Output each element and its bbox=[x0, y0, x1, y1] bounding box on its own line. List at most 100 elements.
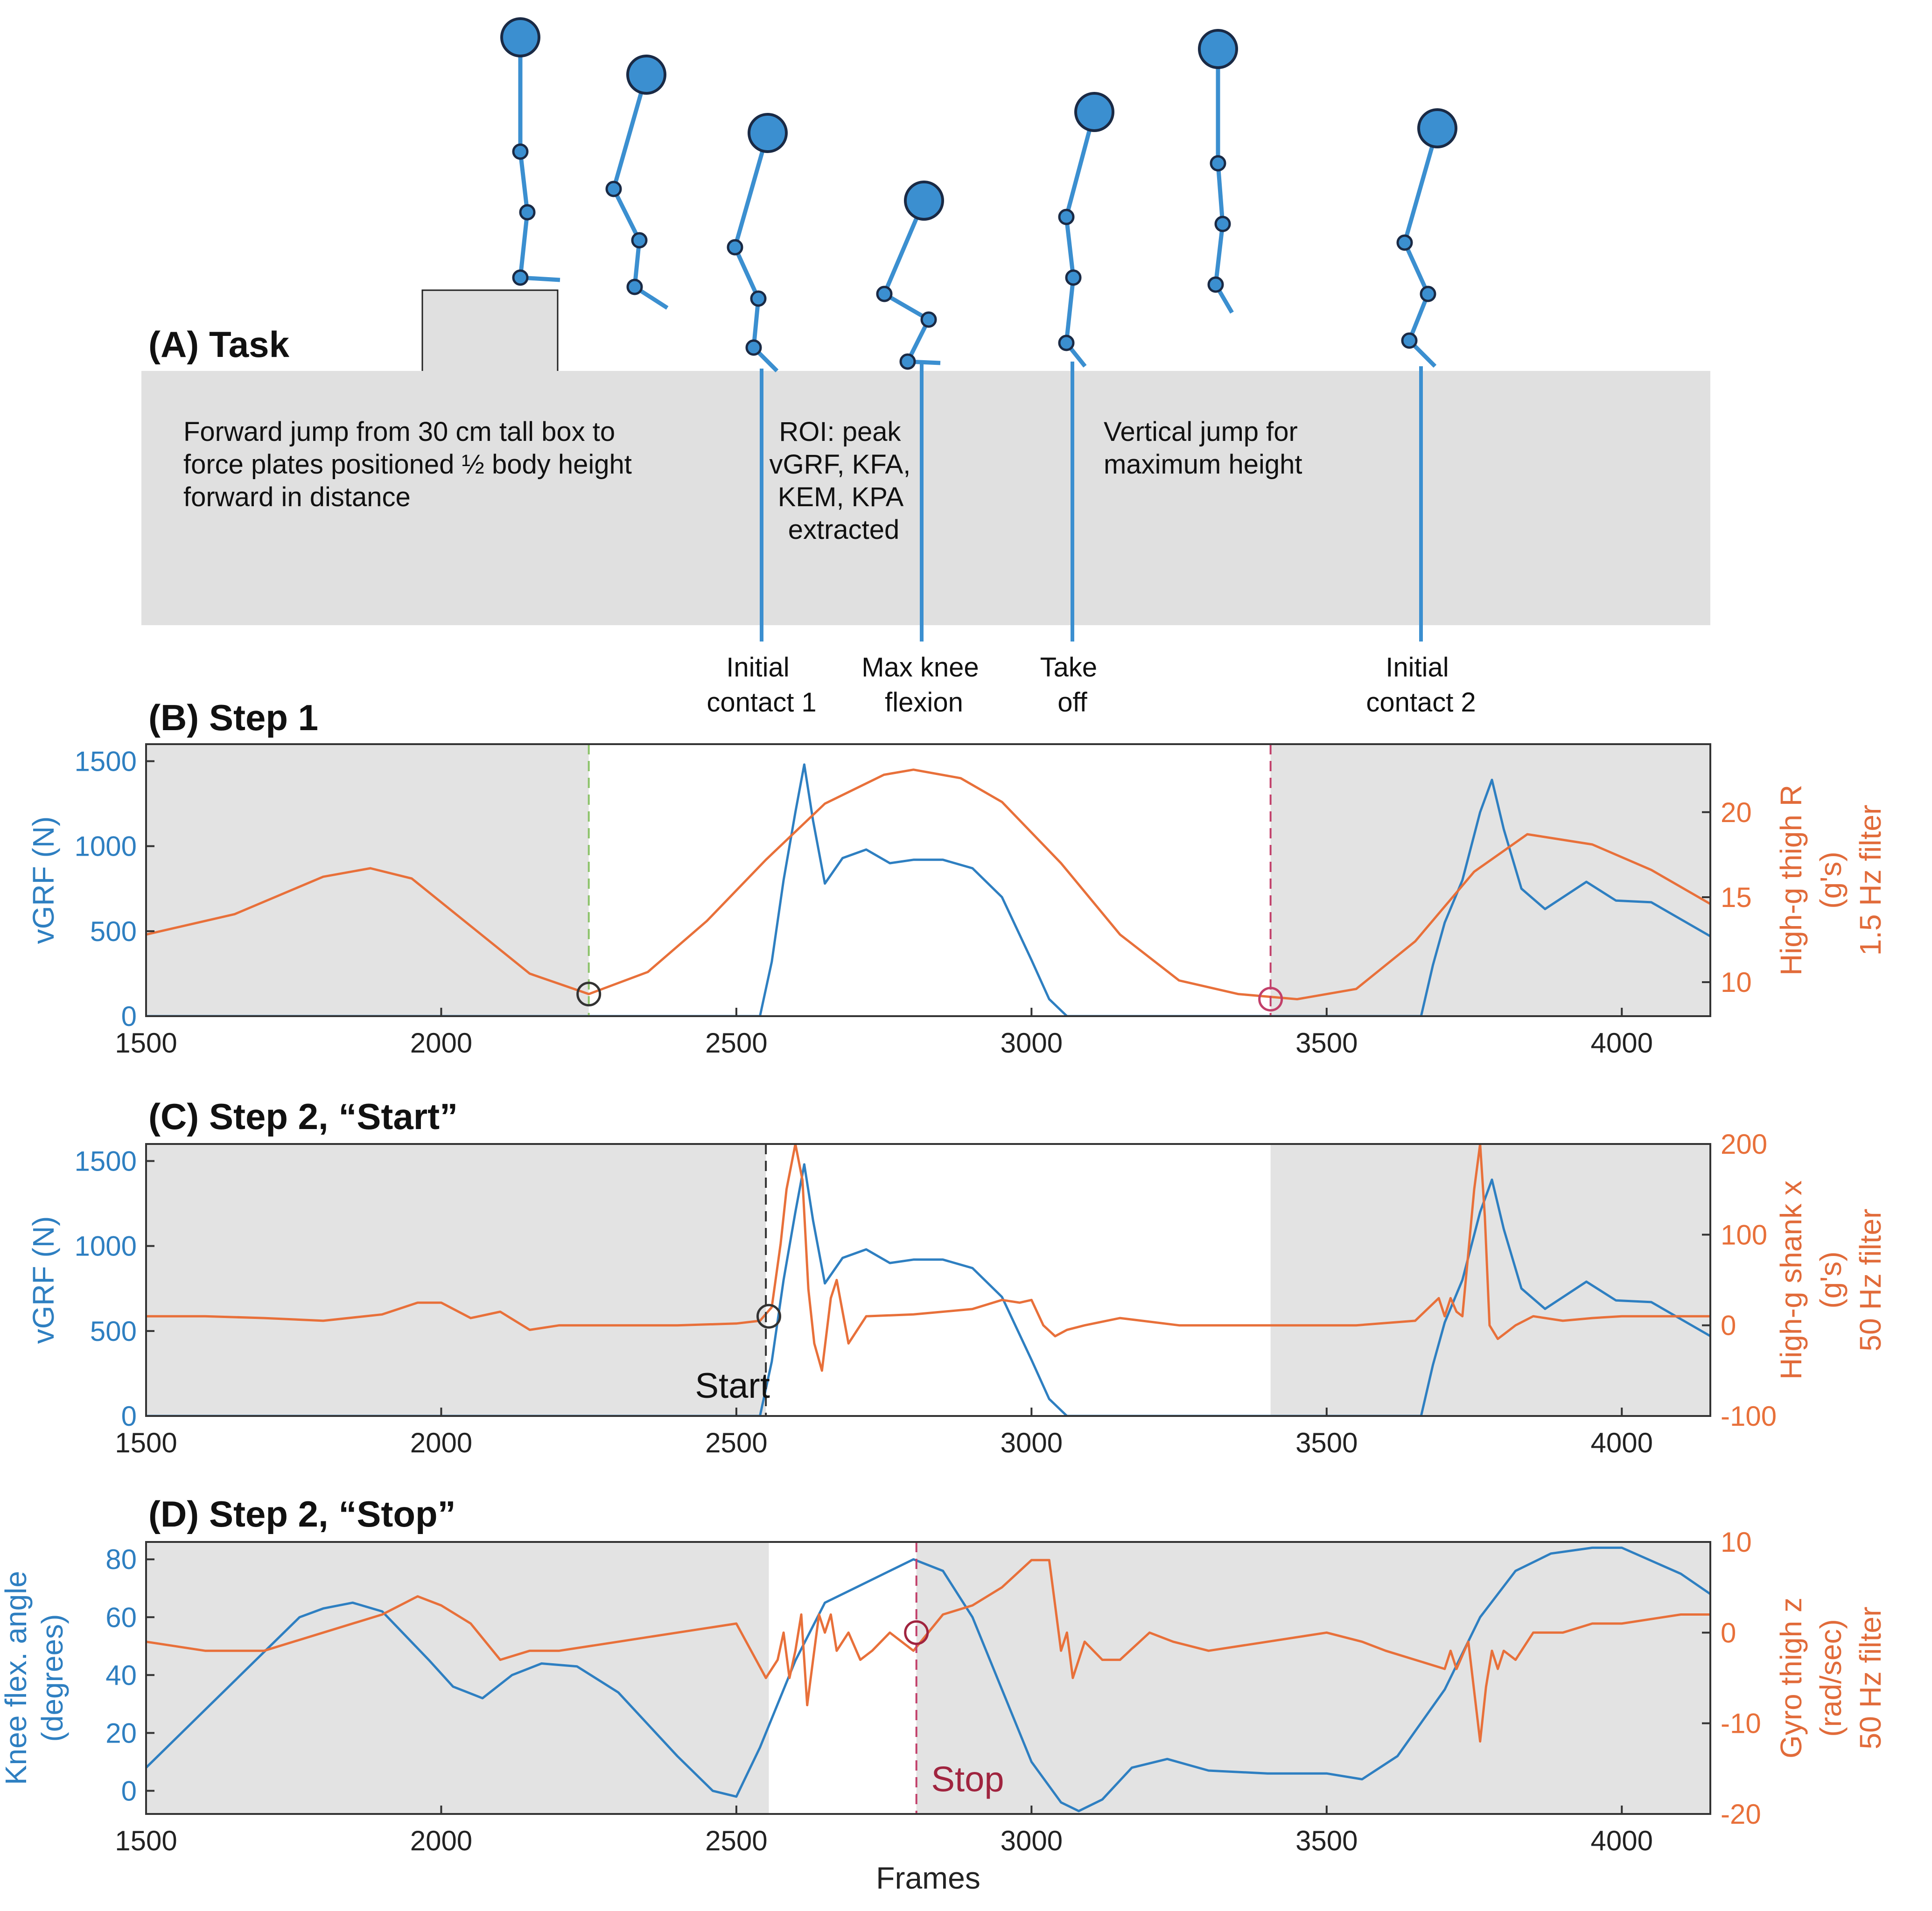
event-label-initial-contact-1: Initial contact 1 bbox=[707, 652, 816, 718]
event-label-take-off: Take off bbox=[1040, 652, 1105, 718]
stick-figure-5 bbox=[1058, 92, 1114, 368]
y-right-tick-label: -100 bbox=[1721, 1401, 1777, 1432]
x-tick-label: 2500 bbox=[705, 1427, 767, 1458]
x-tick-label: 3000 bbox=[1001, 1427, 1063, 1458]
y-left-tick-label: 1000 bbox=[75, 1231, 137, 1262]
task-right-text: Vertical jump for maximum height bbox=[1104, 417, 1305, 480]
y-right-tick-label: 200 bbox=[1721, 1129, 1767, 1160]
x-tick-label: 3500 bbox=[1295, 1427, 1358, 1458]
y-right-label: 50 Hz filter bbox=[1854, 1607, 1887, 1750]
panel-c-title: (C) Step 2, “Start” bbox=[148, 1096, 458, 1137]
y-right-tick-label: 0 bbox=[1721, 1617, 1736, 1648]
y-left-label: Knee flex. angle bbox=[0, 1571, 33, 1785]
panel-c: (C) Step 2, “Start” 1500 2000 2500 3000 3500… bbox=[27, 1096, 1887, 1458]
y-right-tick-label: 0 bbox=[1721, 1310, 1736, 1341]
shaded-region bbox=[146, 1144, 766, 1416]
y-right-label: (g's) bbox=[1814, 1251, 1848, 1308]
x-tick-label: 2000 bbox=[410, 1027, 472, 1059]
stick-figure-7 bbox=[1396, 108, 1457, 368]
y-right-tick-label: 20 bbox=[1721, 797, 1752, 828]
series-line-right bbox=[146, 1559, 1710, 1743]
stick-figure-3 bbox=[727, 113, 788, 373]
y-right-tick-label: 10 bbox=[1721, 967, 1752, 998]
x-tick-label: 2000 bbox=[410, 1825, 472, 1856]
event-marker bbox=[904, 1620, 929, 1645]
y-left-tick-label: 500 bbox=[90, 1316, 137, 1347]
y-left-tick-label: 60 bbox=[105, 1602, 137, 1633]
y-left-label: (degrees) bbox=[35, 1614, 69, 1742]
event-marker bbox=[756, 1304, 781, 1329]
y-left-tick-label: 20 bbox=[105, 1717, 137, 1749]
x-tick-label: 2500 bbox=[705, 1027, 767, 1059]
stick-figure-6 bbox=[1198, 29, 1238, 314]
y-right-label: (rad/sec) bbox=[1814, 1619, 1848, 1737]
y-right-label: Gyro thigh z bbox=[1774, 1597, 1808, 1758]
x-tick-label: 1500 bbox=[115, 1427, 177, 1458]
x-tick-label: 2000 bbox=[410, 1427, 472, 1458]
shaded-region bbox=[916, 1542, 1710, 1814]
stick-figure-1 bbox=[500, 17, 560, 286]
y-left-tick-label: 0 bbox=[121, 1775, 137, 1806]
panel-d-title: (D) Step 2, “Stop” bbox=[148, 1493, 456, 1534]
task-roi-text: ROI: peak vGRF, KFA, KEM, KPA extracted bbox=[769, 417, 918, 545]
shaded-region bbox=[146, 744, 589, 1016]
y-left-tick-label: 0 bbox=[121, 1401, 137, 1432]
axes-frame bbox=[145, 743, 1711, 1017]
annotation: Stop bbox=[931, 1759, 1004, 1799]
y-right-label: High-g thigh R bbox=[1774, 785, 1808, 976]
y-right-tick-label: 10 bbox=[1721, 1527, 1752, 1558]
y-right-tick-label: 15 bbox=[1721, 882, 1752, 913]
event-label-max-knee-flexion: Max knee flexion bbox=[861, 652, 987, 718]
x-axis-label: Frames bbox=[876, 1861, 980, 1895]
x-tick-label: 4000 bbox=[1591, 1427, 1653, 1458]
x-tick-label: 2500 bbox=[705, 1825, 767, 1856]
chart-d: 1500 2000 2500 3000 3500 4000 0 20 40 60 80 -20 -10 0… bbox=[0, 1527, 1887, 1895]
panel-a-title: (A) Task bbox=[148, 324, 290, 365]
y-right-label: High-g shank x bbox=[1774, 1180, 1808, 1380]
shaded-region bbox=[1270, 1144, 1710, 1416]
launch-box bbox=[421, 289, 559, 373]
x-tick-label: 3500 bbox=[1295, 1825, 1358, 1856]
y-left-label: vGRF (N) bbox=[27, 1216, 60, 1344]
task-background bbox=[141, 371, 1710, 625]
series-line-left bbox=[146, 1163, 1710, 1416]
y-left-tick-label: 1500 bbox=[75, 746, 137, 777]
stick-figure-4 bbox=[876, 181, 944, 370]
x-tick-label: 3500 bbox=[1295, 1027, 1358, 1059]
annotation: Start bbox=[695, 1366, 770, 1406]
x-tick-label: 3000 bbox=[1001, 1825, 1063, 1856]
y-left-tick-label: 40 bbox=[105, 1660, 137, 1691]
event-label-initial-contact-2: Initial contact 2 bbox=[1366, 652, 1476, 718]
x-tick-label: 4000 bbox=[1591, 1825, 1653, 1856]
x-tick-label: 3000 bbox=[1001, 1027, 1063, 1059]
panel-b: (B) Step 1 1500 2000 2500 3000 3500 400005001… bbox=[27, 697, 1887, 1059]
x-tick-label: 1500 bbox=[115, 1825, 177, 1856]
panel-a: (A) Task Forward jump from 30 cm tall bo… bbox=[141, 17, 1710, 718]
y-right-tick-label: -10 bbox=[1721, 1708, 1761, 1739]
y-left-tick-label: 1500 bbox=[75, 1145, 137, 1177]
x-tick-label: 1500 bbox=[115, 1027, 177, 1059]
y-left-tick-label: 80 bbox=[105, 1544, 137, 1575]
axes-frame bbox=[145, 1143, 1711, 1417]
series-line-right bbox=[146, 1144, 1710, 1372]
axes-frame bbox=[145, 1541, 1711, 1815]
x-tick-label: 4000 bbox=[1591, 1027, 1653, 1059]
y-right-tick-label: -20 bbox=[1721, 1799, 1761, 1830]
panel-b-title: (B) Step 1 bbox=[148, 697, 318, 738]
y-right-label: 1.5 Hz filter bbox=[1854, 805, 1887, 956]
y-right-label: 50 Hz filter bbox=[1854, 1209, 1887, 1352]
y-left-tick-label: 1000 bbox=[75, 831, 137, 862]
series-line-left bbox=[146, 1546, 1710, 1813]
shaded-region bbox=[146, 1542, 769, 1814]
chart-c: 1500 2000 2500 3000 3500 4000050010001500-100… bbox=[27, 1129, 1887, 1458]
chart-b: 1500 2000 2500 3000 3500 4000 0 500 1000 1500 10 15… bbox=[27, 743, 1887, 1059]
y-right-label: (g's) bbox=[1814, 851, 1848, 908]
shaded-region bbox=[1270, 744, 1710, 1016]
series-line-right bbox=[146, 768, 1710, 1001]
panel-d: (D) Step 2, “Stop” 1500 2000 2500 3000 3500 4… bbox=[0, 1493, 1887, 1895]
y-left-tick-label: 500 bbox=[90, 916, 137, 947]
series-line-left bbox=[146, 763, 1710, 1016]
y-right-tick-label: 100 bbox=[1721, 1219, 1767, 1250]
task-left-text: Forward jump from 30 cm tall box to forc… bbox=[183, 417, 639, 512]
